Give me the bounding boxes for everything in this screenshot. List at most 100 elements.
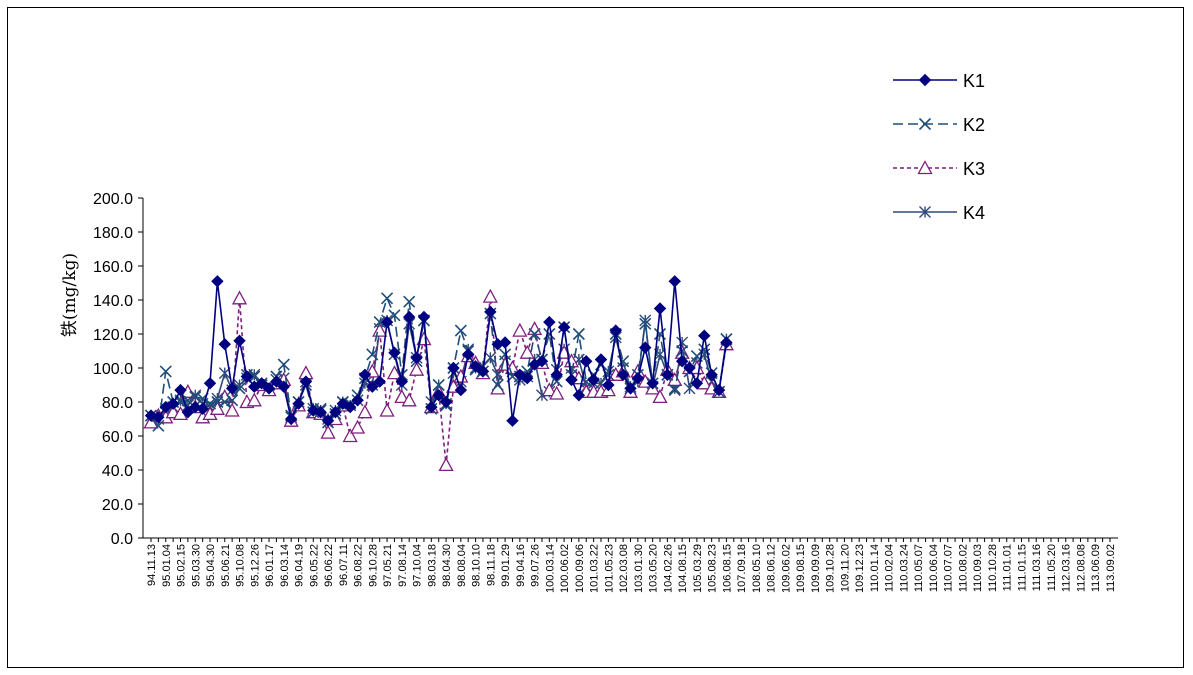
x-tick-label: 110.10.28 — [987, 544, 999, 592]
x-tick-label: 96.05.22 — [308, 544, 320, 587]
x-tick-label: 101.05.23 — [603, 544, 615, 593]
data-point-k1 — [358, 368, 372, 382]
y-tick-label: 80.0 — [102, 395, 133, 412]
data-point-k3 — [224, 402, 240, 417]
data-point-k2 — [152, 419, 165, 432]
data-point-k1 — [351, 394, 364, 407]
data-point-k2 — [388, 309, 401, 322]
data-point-k1 — [410, 351, 423, 365]
y-tick-label: 60.0 — [102, 429, 133, 446]
x-tick-label: 96.07.11 — [338, 544, 350, 586]
data-point-k1 — [462, 348, 475, 361]
data-point-k1 — [698, 329, 711, 342]
x-tick-label: 97.05.21 — [382, 544, 394, 587]
data-point-k3 — [541, 382, 557, 397]
legend-marker — [917, 160, 933, 175]
series-k1 — [144, 275, 733, 427]
data-point-k2 — [159, 365, 172, 378]
data-point-k1 — [225, 382, 239, 395]
data-point-k1 — [668, 275, 681, 288]
x-tick-label: 112.08.08 — [1075, 544, 1087, 592]
data-point-k3 — [394, 389, 410, 404]
y-axis-label: 铁(mg/kg) — [60, 253, 80, 337]
data-point-k1 — [454, 383, 468, 397]
x-tick-label: 98.10.10 — [471, 544, 483, 587]
x-tick-label: 102.03.08 — [618, 544, 630, 593]
data-point-k3 — [342, 428, 358, 443]
x-tick-label: 96.01.17 — [264, 544, 276, 587]
data-point-k3 — [246, 392, 262, 407]
x-tick-label: 108.05.10 — [751, 544, 763, 593]
x-tick-label: 110.09.03 — [972, 544, 984, 592]
x-tick-label: 96.03.14 — [279, 544, 291, 587]
data-point-k1 — [417, 310, 431, 324]
y-tick-label: 20.0 — [102, 497, 133, 514]
data-point-k2 — [380, 292, 394, 305]
data-point-k2 — [218, 395, 231, 409]
data-point-k2 — [233, 382, 246, 395]
data-point-k1 — [321, 414, 335, 427]
x-tick-label: 106.08.15 — [721, 544, 733, 593]
data-point-k3 — [231, 290, 248, 305]
x-tick-label: 98.11.18 — [485, 544, 497, 586]
x-tick-label: 98.08.04 — [456, 544, 468, 587]
data-point-k2 — [668, 384, 681, 397]
data-point-k1 — [233, 334, 246, 348]
x-tick-label: 109.08.15 — [795, 544, 807, 593]
data-point-k1 — [602, 378, 615, 392]
data-point-k1 — [255, 377, 268, 390]
data-point-k1 — [572, 388, 586, 402]
x-tick-label: 110.02.04 — [884, 544, 896, 592]
data-point-k1 — [535, 354, 549, 368]
x-tick-label: 97.10.04 — [412, 544, 424, 587]
x-tick-label: 95.04.30 — [205, 544, 217, 587]
data-point-k2 — [550, 375, 563, 388]
data-point-k1 — [196, 402, 209, 416]
axes — [142, 198, 1118, 539]
data-point-k1 — [469, 360, 482, 373]
data-point-k1 — [675, 354, 689, 368]
data-point-k1 — [388, 346, 401, 359]
data-point-k1 — [395, 375, 409, 388]
x-tick-label: 109.12.23 — [854, 544, 866, 593]
y-tick-label: 0.0 — [111, 531, 133, 548]
y-tick-label: 200.0 — [93, 191, 133, 208]
data-point-k2 — [373, 316, 386, 329]
x-tick-label: 94.11.13 — [146, 544, 158, 586]
x-tick-label: 110.01.14 — [869, 544, 881, 592]
x-tick-label: 111.01.01 — [1002, 544, 1014, 591]
x-tick-label: 96.08.22 — [353, 544, 365, 587]
x-tick-label: 113.06.09 — [1090, 544, 1102, 592]
x-tick-label: 107.09.18 — [736, 544, 748, 593]
data-point-k2 — [226, 394, 239, 407]
x-tick-label: 111.01.15 — [1016, 544, 1028, 591]
x-tick-label: 113.09.02 — [1105, 544, 1117, 592]
data-point-k3 — [549, 385, 565, 400]
y-tick-label: 160.0 — [93, 259, 133, 276]
x-tick-label: 110.03.24 — [898, 544, 910, 592]
x-tick-label: 108.06.12 — [766, 544, 778, 593]
data-point-k1 — [646, 377, 659, 390]
x-tick-label: 110.05.07 — [913, 544, 925, 592]
x-tick-label: 98.03.18 — [426, 544, 438, 587]
x-tick-label: 111.03.16 — [1031, 544, 1043, 591]
x-tick-label: 110.08.02 — [957, 544, 969, 592]
data-point-k1 — [439, 395, 453, 409]
y-tick-label: 180.0 — [93, 225, 133, 242]
data-point-k1 — [373, 375, 386, 388]
data-point-k2 — [432, 378, 445, 392]
data-point-k1 — [270, 375, 283, 388]
data-point-k3 — [438, 457, 454, 472]
data-point-k1 — [705, 368, 718, 382]
x-tick-label: 103.01.30 — [633, 544, 645, 593]
data-point-k2 — [366, 348, 379, 361]
data-point-k1 — [329, 405, 342, 419]
data-point-k1 — [447, 361, 460, 375]
data-point-k1 — [314, 405, 327, 419]
x-tick-label: 109.06.02 — [780, 544, 792, 593]
data-point-k1 — [402, 310, 416, 324]
data-point-k1 — [683, 361, 696, 375]
data-point-k1 — [521, 371, 534, 385]
x-tick-label: 95.06.21 — [220, 544, 232, 587]
x-tick-label: 95.12.26 — [249, 544, 261, 587]
